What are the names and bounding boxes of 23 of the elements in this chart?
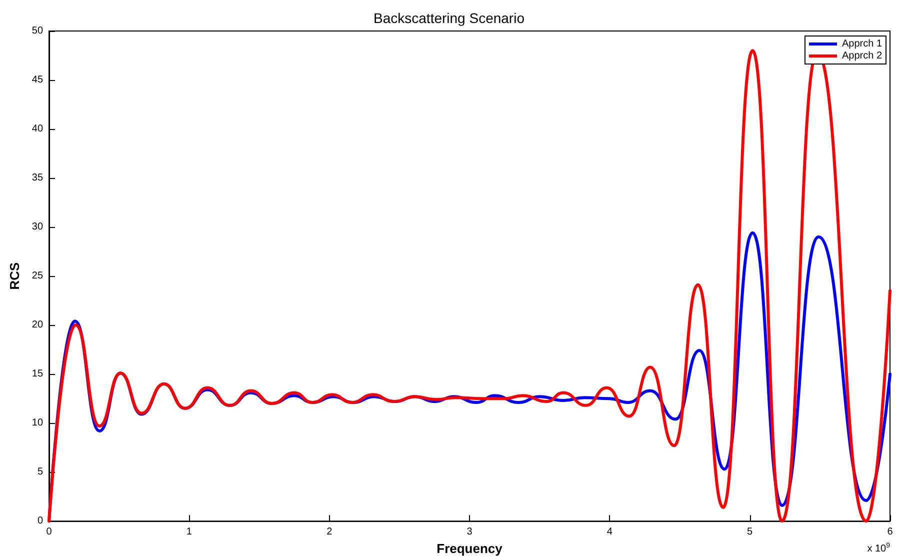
legend-label: Apprch 1: [842, 38, 882, 50]
x-tick-label: 0: [46, 526, 52, 538]
x-tick-label: 2: [326, 526, 333, 538]
y-tick-label: 5: [37, 466, 44, 478]
y-tick-label: 40: [32, 124, 44, 135]
chart-title: Backscattering Scenario: [374, 10, 525, 26]
legend-label: Apprch 2: [842, 50, 882, 62]
y-tick-label: 45: [32, 74, 44, 86]
x-tick-label: 5: [747, 526, 754, 538]
x-tick-label: 1: [186, 526, 192, 538]
y-axis-title: RCS: [7, 262, 22, 290]
y-tick-label: 25: [32, 270, 44, 282]
y-tick-label: 20: [32, 320, 44, 331]
x-axis-title: Frequency: [436, 541, 504, 556]
y-tick-label: 0: [37, 516, 44, 527]
x-tick-label: 6: [887, 526, 894, 538]
x-tick-label: 3: [466, 526, 473, 538]
y-tick-label: 50: [32, 26, 44, 36]
y-tick-label: 30: [32, 222, 44, 233]
y-tick-label: 15: [32, 368, 44, 380]
y-tick-label: 35: [32, 172, 44, 184]
x-tick-label: 4: [606, 526, 613, 538]
y-tick-label: 10: [32, 418, 44, 429]
